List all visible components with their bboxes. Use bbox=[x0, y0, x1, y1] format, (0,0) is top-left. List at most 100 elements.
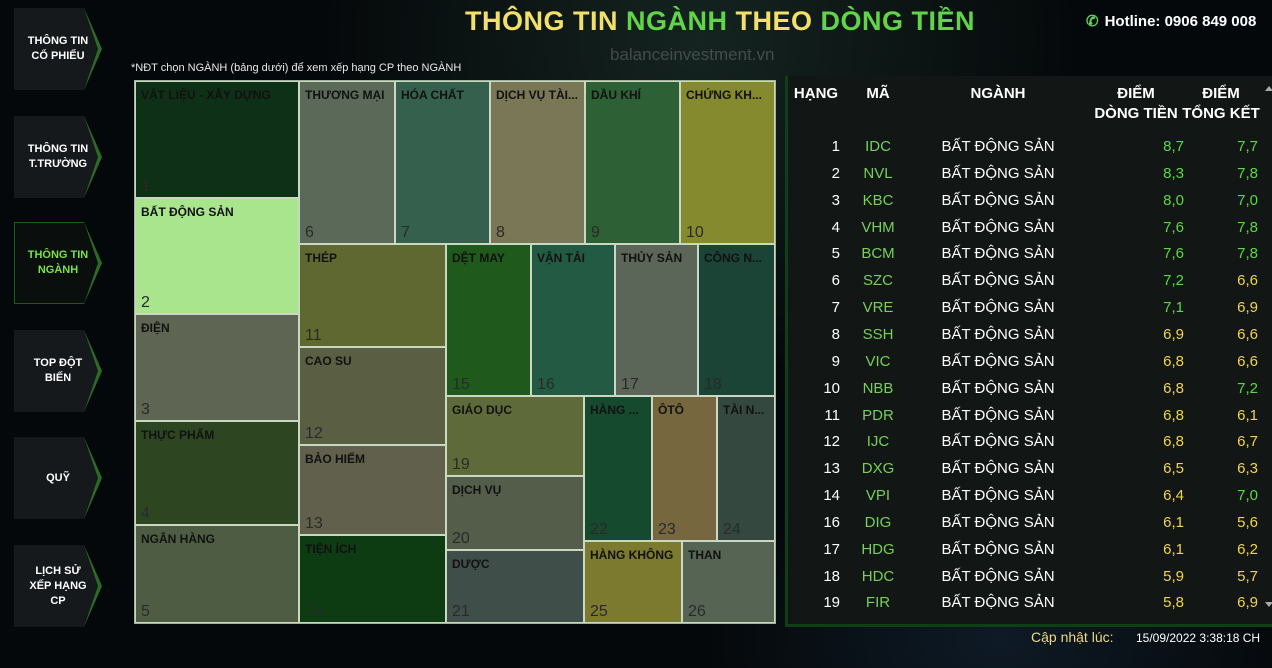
nav-quy[interactable]: QUỸ bbox=[14, 437, 102, 519]
industry-cell: BẤT ĐỘNG SẢN bbox=[941, 165, 1055, 182]
treemap-tile[interactable]: ÔTÔ 23 bbox=[652, 396, 717, 541]
rank-cell: 19 bbox=[823, 594, 840, 611]
table-row[interactable]: 3 KBC BẤT ĐỘNG SẢN 8,0 7,0 bbox=[788, 192, 1272, 219]
tile-number: 5 bbox=[141, 603, 150, 620]
treemap-tile[interactable]: DƯỢC 21 bbox=[446, 550, 584, 623]
nav-thong-tin-thi-truong[interactable]: THÔNG TIN T.TRƯỜNG bbox=[14, 116, 102, 198]
treemap-tile[interactable]: DỊCH VỤ 20 bbox=[446, 476, 584, 550]
treemap-tile[interactable]: CAO SU 12 bbox=[299, 347, 446, 445]
table-row[interactable]: 13 DXG BẤT ĐỘNG SẢN 6,5 6,3 bbox=[788, 460, 1272, 487]
treemap-tile[interactable]: GIÁO DỤC 19 bbox=[446, 396, 584, 476]
table-row[interactable]: 17 HDG BẤT ĐỘNG SẢN 6,1 6,2 bbox=[788, 541, 1272, 568]
tile-number: 11 bbox=[305, 327, 322, 344]
header-line: DÒNG TIỀN bbox=[1094, 105, 1178, 122]
total-score-cell: 7,8 bbox=[1237, 219, 1258, 236]
treemap-tile[interactable]: THƯƠNG MẠI 6 bbox=[299, 81, 395, 244]
header-diem-dong-tien: ĐIỂM DÒNG TIỀN bbox=[1084, 84, 1188, 124]
table-row[interactable]: 12 IJC BẤT ĐỘNG SẢN 6,8 6,7 bbox=[788, 433, 1272, 460]
industry-cell: BẤT ĐỘNG SẢN bbox=[941, 299, 1055, 316]
treemap-tile[interactable]: THỦY SẢN 17 bbox=[615, 244, 698, 396]
total-score-cell: 7,0 bbox=[1237, 192, 1258, 209]
industry-cell: BẤT ĐỘNG SẢN bbox=[941, 487, 1055, 504]
table-row[interactable]: 8 SSH BẤT ĐỘNG SẢN 6,9 6,6 bbox=[788, 326, 1272, 353]
total-score-cell: 5,7 bbox=[1237, 568, 1258, 585]
treemap-tile[interactable]: HÓA CHẤT 7 bbox=[395, 81, 490, 244]
tile-number: 17 bbox=[621, 376, 639, 393]
header-line: ĐIỂM bbox=[1202, 85, 1240, 102]
table-row[interactable]: 4 VHM BẤT ĐỘNG SẢN 7,6 7,8 bbox=[788, 219, 1272, 246]
treemap-tile[interactable]: VẬN TẢI 16 bbox=[531, 244, 615, 396]
rank-cell: 3 bbox=[831, 192, 840, 209]
treemap-tile[interactable]: HÀNG KHÔNG 25 bbox=[584, 541, 682, 623]
title-part-2: NGÀNH bbox=[625, 6, 736, 36]
table-row[interactable]: 6 SZC BẤT ĐỘNG SẢN 7,2 6,6 bbox=[788, 272, 1272, 299]
table-scrollbar[interactable] bbox=[1263, 80, 1272, 620]
table-row[interactable]: 10 NBB BẤT ĐỘNG SẢN 6,8 7,2 bbox=[788, 380, 1272, 407]
treemap-tile[interactable]: TÀI N... 24 bbox=[717, 396, 775, 541]
treemap-tile[interactable]: DẦU KHÍ 9 bbox=[585, 81, 680, 244]
tile-label: BẤT ĐỘNG SẢN bbox=[141, 205, 234, 219]
table-row[interactable]: 16 DIG BẤT ĐỘNG SẢN 6,1 5,6 bbox=[788, 514, 1272, 541]
treemap-tile[interactable]: THAN 26 bbox=[682, 541, 775, 623]
header-line: ĐIỂM bbox=[1117, 85, 1155, 102]
hotline[interactable]: ✆ Hotline: 0906 849 008 bbox=[1086, 12, 1272, 36]
treemap-tile[interactable]: BẤT ĐỘNG SẢN 2 bbox=[135, 198, 299, 314]
rank-cell: 14 bbox=[823, 487, 840, 504]
money-flow-score-cell: 6,8 bbox=[1163, 407, 1184, 424]
treemap-tile[interactable]: DỆT MAY 15 bbox=[446, 244, 531, 396]
table-row[interactable]: 9 VIC BẤT ĐỘNG SẢN 6,8 6,6 bbox=[788, 353, 1272, 380]
total-score-cell: 6,1 bbox=[1237, 407, 1258, 424]
total-score-cell: 6,7 bbox=[1237, 433, 1258, 450]
table-row[interactable]: 5 BCM BẤT ĐỘNG SẢN 7,6 7,8 bbox=[788, 245, 1272, 272]
table-row[interactable]: 19 FIR BẤT ĐỘNG SẢN 5,8 6,9 bbox=[788, 594, 1272, 621]
table-row[interactable]: 18 HDC BẤT ĐỘNG SẢN 5,9 5,7 bbox=[788, 568, 1272, 595]
nav-lich-su-xep-hang[interactable]: LỊCH SỬ XẾP HẠNG CP bbox=[14, 545, 102, 627]
tile-number: 22 bbox=[590, 521, 608, 538]
tile-label: THỰC PHẨM bbox=[141, 428, 215, 442]
rank-cell: 17 bbox=[823, 541, 840, 558]
total-score-cell: 7,2 bbox=[1237, 380, 1258, 397]
nav-top-dot-bien[interactable]: TOP ĐỘT BIẾN bbox=[14, 330, 102, 412]
scroll-down-icon[interactable] bbox=[1265, 602, 1272, 607]
tile-number: 20 bbox=[452, 530, 470, 547]
treemap-tile[interactable]: CHỨNG KH... 10 bbox=[680, 81, 775, 244]
nav-thong-tin-co-phieu[interactable]: THÔNG TIN CỔ PHIẾU bbox=[14, 8, 102, 90]
total-score-cell: 6,3 bbox=[1237, 460, 1258, 477]
money-flow-score-cell: 5,8 bbox=[1163, 594, 1184, 611]
table-row[interactable]: 14 VPI BẤT ĐỘNG SẢN 6,4 7,0 bbox=[788, 487, 1272, 514]
tile-number: 4 bbox=[141, 505, 150, 522]
table-row[interactable]: 2 NVL BẤT ĐỘNG SẢN 8,3 7,8 bbox=[788, 165, 1272, 192]
table-row[interactable]: 1 IDC BẤT ĐỘNG SẢN 8,7 7,7 bbox=[788, 138, 1272, 165]
treemap-tile[interactable]: HÀNG ... 22 bbox=[584, 396, 652, 541]
total-score-cell: 7,8 bbox=[1237, 245, 1258, 262]
treemap-tile[interactable]: CÔNG N... 18 bbox=[698, 244, 775, 396]
table-row[interactable]: 7 VRE BẤT ĐỘNG SẢN 7,1 6,9 bbox=[788, 299, 1272, 326]
scroll-up-icon[interactable] bbox=[1265, 86, 1272, 91]
treemap-tile[interactable]: VẬT LIỆU - XÂY DỰNG 1 bbox=[135, 81, 299, 198]
treemap-tile[interactable]: NGÂN HÀNG 5 bbox=[135, 525, 299, 623]
nav-label: THÔNG TIN NGÀNH bbox=[27, 249, 89, 276]
money-flow-score-cell: 8,7 bbox=[1163, 138, 1184, 155]
treemap-tile[interactable]: BẢO HIỂM 13 bbox=[299, 445, 446, 535]
treemap-tile[interactable]: ĐIỆN 3 bbox=[135, 314, 299, 421]
tile-label: DẦU KHÍ bbox=[591, 88, 641, 102]
watermark: balanceinvestment.vn bbox=[610, 45, 775, 64]
industry-cell: BẤT ĐỘNG SẢN bbox=[941, 192, 1055, 209]
treemap-tile[interactable]: THỰC PHẨM 4 bbox=[135, 421, 299, 525]
treemap-tile[interactable]: DỊCH VỤ TÀI... 8 bbox=[490, 81, 585, 244]
title-part-4: DÒNG TIỀN bbox=[820, 6, 976, 36]
treemap-tile[interactable]: THÉP 11 bbox=[299, 244, 446, 347]
industry-cell: BẤT ĐỘNG SẢN bbox=[941, 514, 1055, 531]
treemap-tile[interactable]: TIỆN ÍCH 14 bbox=[299, 535, 446, 623]
industry-cell: BẤT ĐỘNG SẢN bbox=[941, 407, 1055, 424]
nav-thong-tin-nganh[interactable]: THÔNG TIN NGÀNH bbox=[14, 222, 102, 304]
tile-number: 3 bbox=[141, 401, 150, 418]
rank-cell: 2 bbox=[831, 165, 840, 182]
money-flow-score-cell: 7,6 bbox=[1163, 245, 1184, 262]
tile-label: TÀI N... bbox=[723, 403, 765, 417]
total-score-cell: 6,2 bbox=[1237, 541, 1258, 558]
tile-label: THỦY SẢN bbox=[621, 251, 683, 265]
rank-cell: 8 bbox=[831, 326, 840, 343]
table-row[interactable]: 11 PDR BẤT ĐỘNG SẢN 6,8 6,1 bbox=[788, 407, 1272, 434]
industry-cell: BẤT ĐỘNG SẢN bbox=[941, 380, 1055, 397]
